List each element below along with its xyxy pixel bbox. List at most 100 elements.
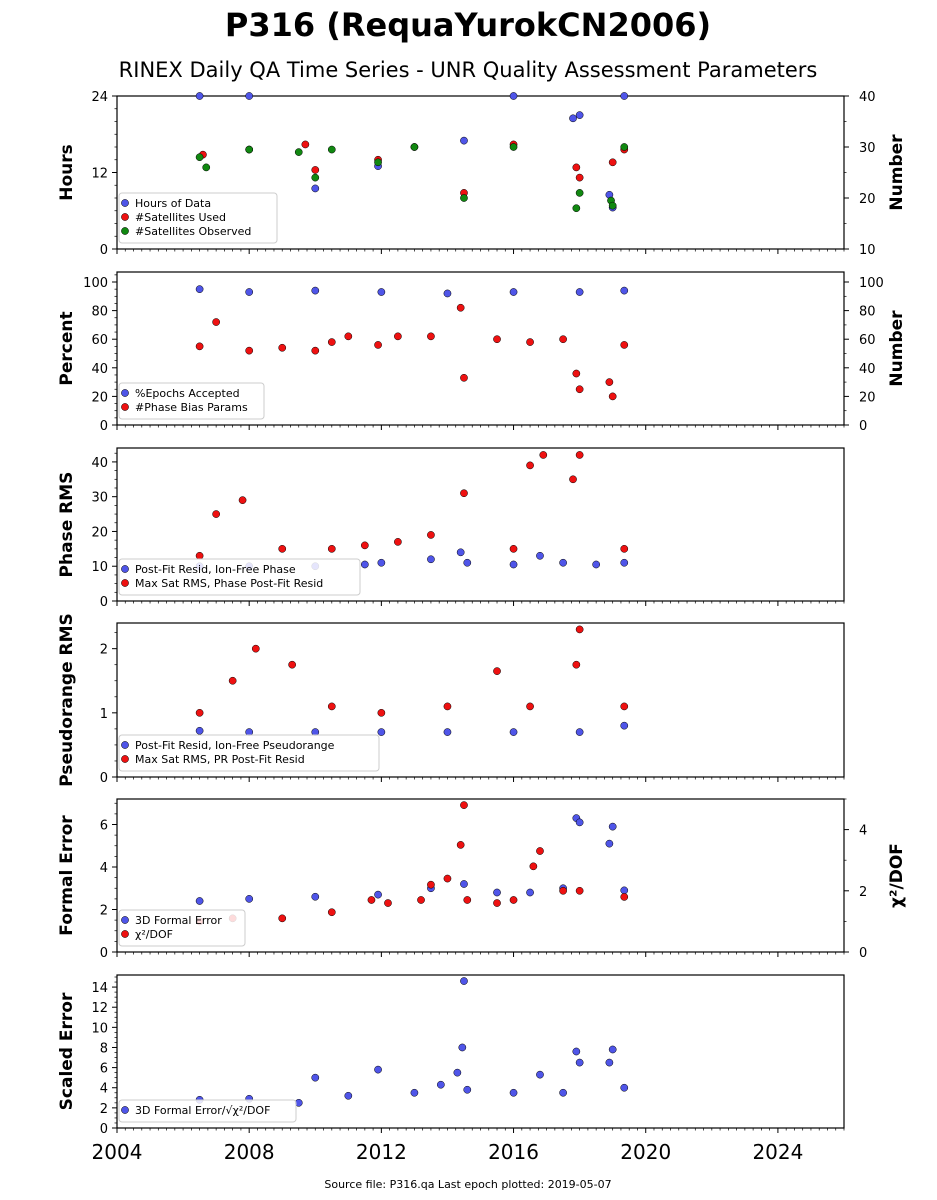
y-tick-label: 0 — [100, 419, 108, 434]
y-tick-label: 1 — [100, 707, 108, 722]
y-axis-label: Scaled Error — [57, 992, 77, 1110]
data-point — [526, 702, 534, 711]
data-point — [620, 886, 629, 895]
data-point — [453, 1068, 462, 1077]
data-point — [327, 702, 336, 711]
data-point — [245, 346, 254, 355]
y-tick-label: 100 — [83, 276, 108, 291]
data-point — [608, 201, 617, 210]
data-point — [460, 801, 468, 809]
y-tick-label: 24 — [91, 90, 108, 105]
data-point — [620, 341, 629, 349]
x-tick-label: 2024 — [752, 1140, 803, 1164]
y-tick-label: 14 — [91, 981, 108, 996]
y-tick-label: 0 — [100, 1122, 108, 1137]
data-point — [278, 914, 287, 923]
data-point — [245, 288, 254, 296]
legend-label: Max Sat RMS, PR Post-Fit Resid — [135, 753, 305, 766]
chart-subtitle: RINEX Daily QA Time Series - UNR Quality… — [119, 58, 818, 82]
legend-label: Post-Fit Resid, Ion-Free Pseudorange — [135, 739, 335, 752]
y-tick-label: 2 — [100, 643, 108, 658]
y2-tick-label: 20 — [859, 192, 876, 207]
data-point — [238, 496, 247, 505]
data-point — [394, 332, 402, 341]
data-point — [311, 184, 320, 193]
x-tick-label: 2008 — [224, 1140, 275, 1164]
data-point — [195, 897, 204, 905]
data-point — [456, 303, 465, 312]
data-point — [620, 286, 629, 295]
data-point — [427, 555, 435, 564]
data-point — [374, 1065, 382, 1074]
data-point — [367, 896, 376, 904]
legend-marker — [121, 403, 129, 411]
x-tick-label: 2012 — [356, 1140, 407, 1164]
data-point — [443, 874, 452, 883]
data-point — [288, 660, 296, 669]
data-point — [311, 286, 320, 295]
legend — [118, 382, 265, 420]
data-point — [509, 288, 518, 296]
data-point — [212, 510, 220, 518]
source-footer: Source file: P316.qa Last epoch plotted:… — [324, 1178, 611, 1191]
data-point — [620, 702, 629, 711]
data-point — [539, 451, 548, 459]
y2-tick-label: 30 — [859, 141, 876, 156]
data-point — [245, 895, 254, 903]
legend — [118, 558, 361, 596]
data-point — [195, 708, 204, 717]
legend-marker — [121, 389, 129, 397]
data-point — [620, 544, 629, 553]
data-point — [575, 818, 584, 827]
data-point — [344, 1091, 353, 1100]
data-point — [620, 92, 629, 100]
data-point — [605, 839, 614, 848]
data-point — [572, 204, 581, 213]
data-point — [311, 346, 320, 355]
y-axis-label: Percent — [57, 311, 77, 385]
y-tick-label: 20 — [91, 390, 108, 405]
data-point — [509, 1088, 518, 1097]
data-point — [526, 888, 534, 897]
data-point — [605, 378, 614, 386]
y-tick-label: 10 — [91, 560, 108, 575]
data-point — [427, 332, 435, 341]
y2-tick-label: 0 — [859, 419, 867, 434]
y-axis-label: Formal Error — [57, 815, 77, 936]
data-point — [327, 145, 336, 154]
data-point — [460, 194, 468, 202]
y-tick-label: 2 — [100, 904, 108, 919]
chart-title: P316 (RequaYurokCN2006) — [225, 6, 711, 44]
data-point — [572, 1047, 581, 1056]
legend-marker — [121, 213, 129, 221]
data-point — [436, 1080, 445, 1089]
y2-tick-label: 4 — [859, 824, 867, 839]
legend-marker — [121, 199, 129, 207]
data-point — [456, 841, 465, 849]
data-point — [374, 890, 382, 899]
y-tick-label: 60 — [91, 333, 108, 348]
data-point — [460, 977, 468, 985]
data-point — [575, 886, 584, 895]
data-point — [195, 551, 204, 560]
data-point — [575, 1058, 584, 1067]
y-tick-label: 10 — [91, 1021, 108, 1036]
y-tick-label: 8 — [100, 1041, 108, 1056]
data-point — [377, 708, 386, 717]
y2-axis-label: Number — [887, 310, 907, 387]
data-point — [311, 173, 320, 182]
data-point — [245, 92, 254, 100]
data-point — [202, 163, 211, 172]
data-point — [569, 475, 577, 484]
data-point — [463, 1085, 472, 1094]
y-tick-label: 40 — [91, 362, 108, 377]
data-point — [463, 896, 472, 904]
y-tick-label: 30 — [91, 491, 108, 506]
legend-marker — [121, 565, 129, 573]
y2-tick-label: 60 — [859, 333, 876, 348]
data-point — [456, 548, 465, 557]
data-point — [212, 318, 220, 326]
